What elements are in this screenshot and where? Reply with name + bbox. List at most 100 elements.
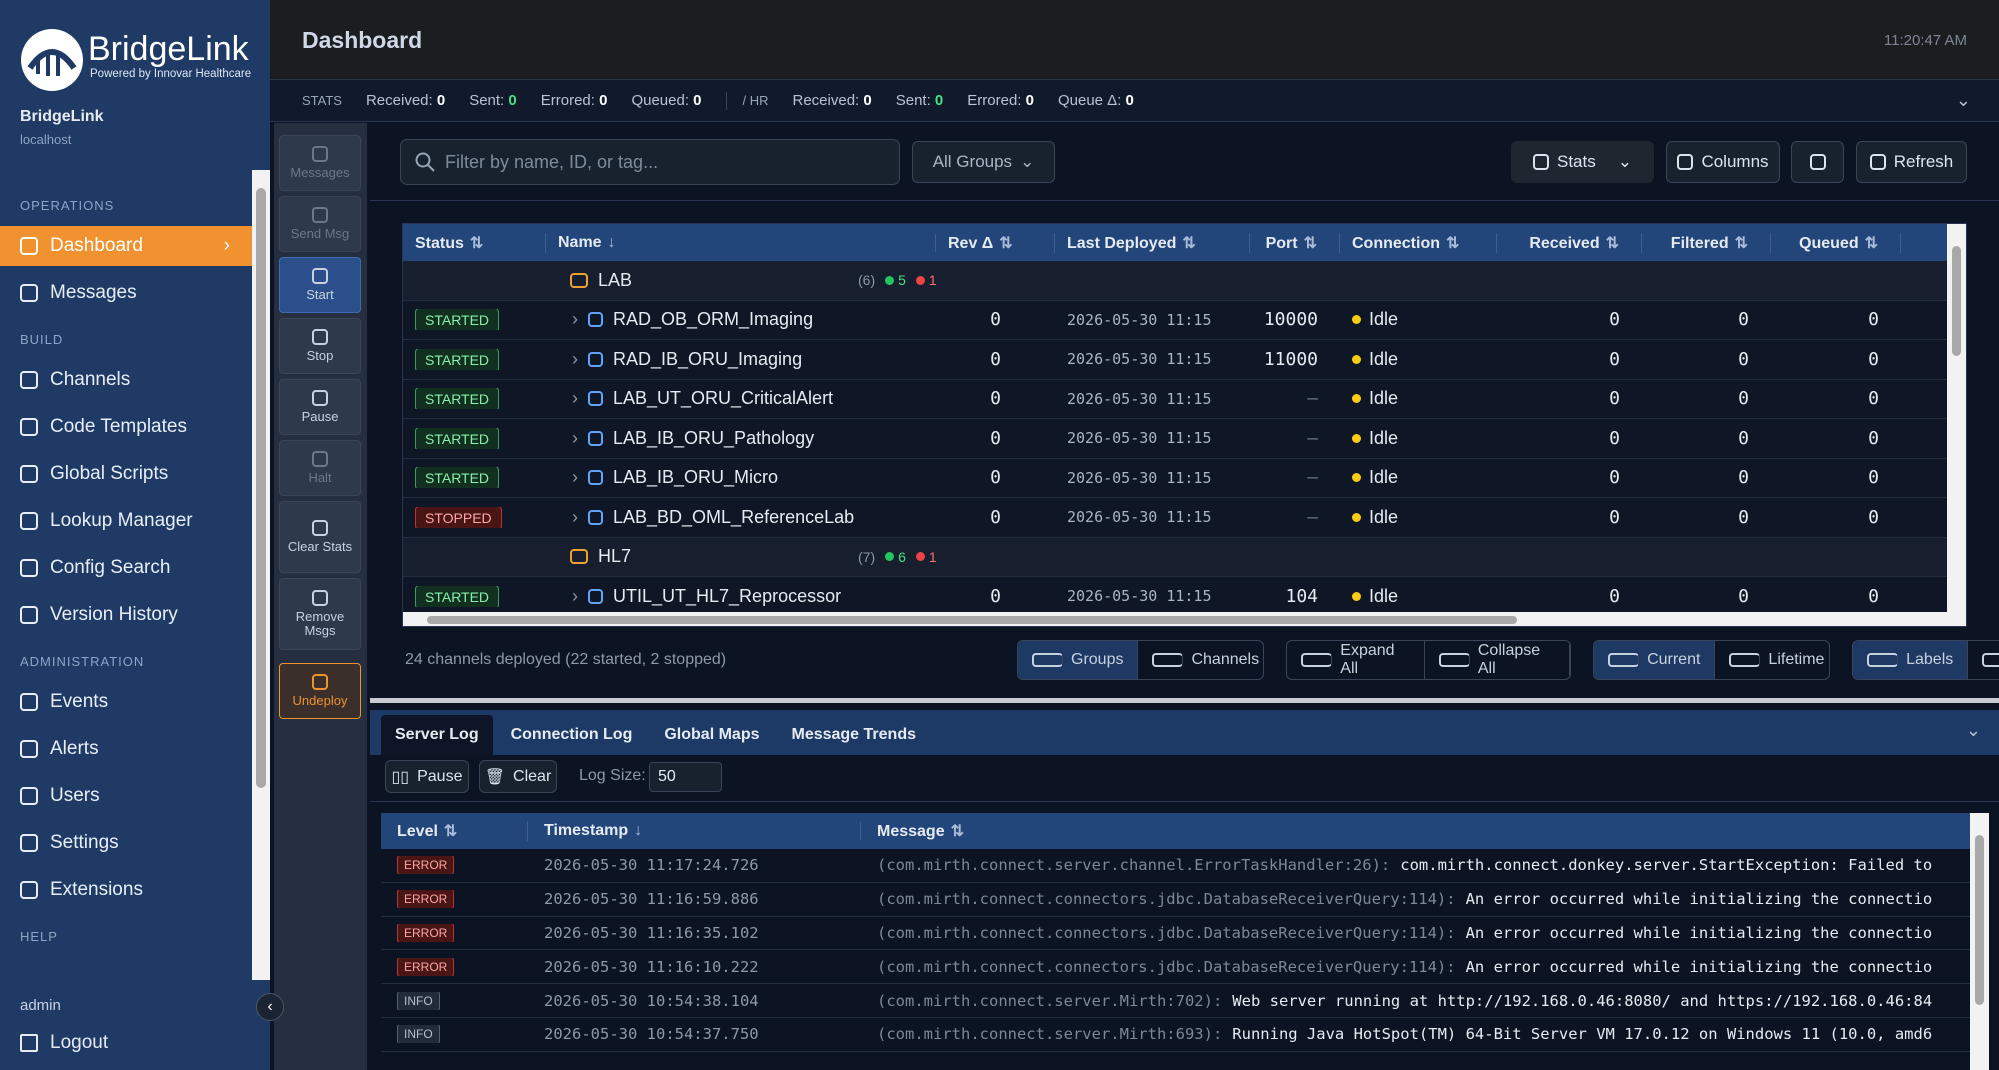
column-header[interactable]: Port ⇅ [1250, 232, 1340, 253]
column-header[interactable]: Last Deployed ⇅ [1055, 232, 1250, 253]
log-clear[interactable]: 🗑 Clear [479, 760, 557, 793]
log-column[interactable]: Message ⇅ [861, 821, 1970, 841]
nav-label[interactable]: Extensions [50, 879, 143, 900]
toggle-label[interactable]: Labels [1906, 651, 1954, 668]
column-header[interactable]: Received ⇅ [1497, 232, 1642, 253]
action-label[interactable]: Stats [1557, 152, 1596, 171]
toggle[interactable]: Channels [1138, 641, 1263, 679]
toolbar-label[interactable]: Start [306, 286, 334, 302]
toolbar-button[interactable]: Undeploy [279, 663, 361, 719]
toolbar-label[interactable]: Remove Msgs [295, 608, 345, 638]
toolbar-label[interactable]: Clear Stats [287, 538, 353, 554]
nav-label[interactable]: Channels [50, 369, 131, 390]
filter-input[interactable]: Filter by name, ID, or tag... [400, 139, 900, 185]
nav-label[interactable]: Lookup Manager [50, 510, 193, 531]
collapse-button[interactable]: ‹ [256, 993, 284, 1021]
log-pause-label[interactable]: Pause [417, 767, 463, 785]
toggle[interactable]: Labels [1853, 641, 1969, 679]
toolbar-button[interactable]: Start [279, 257, 361, 313]
nav-item[interactable]: Channels [0, 360, 252, 400]
download-button[interactable] [1791, 141, 1844, 183]
toolbar-button[interactable]: Pause [279, 379, 361, 435]
groups-select[interactable]: All Groups ⌄ [912, 141, 1055, 183]
nav-item[interactable]: Config Search [0, 548, 252, 588]
action-button[interactable]: Stats ⌄ [1511, 141, 1654, 183]
toolbar-button[interactable]: Remove Msgs [279, 578, 361, 650]
toggle-label[interactable]: Expand All [1340, 642, 1395, 677]
action-label[interactable]: Refresh [1893, 152, 1954, 171]
toolbar-label[interactable]: Pause [301, 408, 339, 424]
nav-label[interactable]: Code Templates [50, 416, 187, 437]
nav-label[interactable]: Settings [50, 832, 119, 853]
toggle[interactable]: Collapse All [1425, 641, 1571, 679]
log-level: ERROR [381, 957, 528, 976]
toolbar-label[interactable]: Undeploy [292, 692, 348, 708]
action-button[interactable]: Refresh [1856, 141, 1967, 183]
column-header[interactable]: Connection ⇅ [1340, 232, 1497, 253]
nav-label[interactable]: Alerts [50, 738, 99, 759]
nav-item[interactable]: Code Templates [0, 407, 252, 447]
toggle[interactable]: Dots [1968, 641, 1999, 679]
nav-item[interactable]: Extensions [0, 870, 252, 910]
section-title: OPERATIONS [20, 198, 115, 213]
toolbar-button[interactable]: Clear Stats [279, 501, 361, 573]
log-tab[interactable]: Server Log [381, 715, 493, 755]
cell-port: — [1250, 467, 1340, 488]
level-badge: INFO [397, 991, 440, 1010]
toggle[interactable]: Expand All [1287, 641, 1425, 679]
action-label[interactable]: Columns [1701, 152, 1769, 171]
splitter[interactable] [370, 698, 1999, 703]
log-pause[interactable]: ▯▯ Pause [385, 760, 469, 793]
log-column[interactable]: Timestamp ↓ [528, 822, 861, 840]
cell-queued: 0 [1771, 388, 1901, 409]
toggle-label[interactable]: Collapse All [1477, 642, 1541, 677]
column-header[interactable]: Filtered ⇅ [1642, 232, 1771, 253]
log-message: (com.mirth.connect.connectors.jdbc.Datab… [861, 924, 1970, 942]
nav-label[interactable]: Dashboard [50, 235, 143, 256]
nav-item[interactable]: Events [0, 682, 252, 722]
nav-item[interactable]: Version History [0, 595, 252, 635]
cell-received: 0 [1497, 507, 1642, 528]
log-tab[interactable]: Global Maps [664, 726, 760, 743]
toolbar-label[interactable]: Send Msg [290, 225, 350, 241]
nav-item[interactable]: Users [0, 776, 252, 816]
nav-label[interactable]: Messages [50, 282, 137, 303]
log-column[interactable]: Level ⇅ [381, 821, 528, 841]
nav-item[interactable]: Global Scripts [0, 454, 252, 494]
log-tab[interactable]: Message Trends [791, 726, 916, 743]
toggle[interactable]: Groups [1018, 641, 1139, 679]
toggle-label[interactable]: Current [1647, 651, 1701, 668]
nav-item[interactable]: Settings [0, 823, 252, 863]
toggle-label[interactable]: Lifetime [1768, 651, 1825, 668]
nav-label[interactable]: Version History [50, 604, 178, 625]
nav-item[interactable]: Alerts [0, 729, 252, 769]
toggle[interactable]: Current [1594, 641, 1716, 679]
nav-label[interactable]: Config Search [50, 557, 171, 578]
nav-item[interactable]: Dashboard › [0, 226, 252, 266]
nav-label[interactable]: Global Scripts [50, 463, 169, 484]
column-header[interactable]: Rev Δ ⇅ [936, 232, 1055, 253]
column-header[interactable]: Status ⇅ [403, 232, 546, 253]
log-size-input[interactable]: 50 [649, 762, 722, 792]
nav-label[interactable]: Users [50, 785, 100, 806]
logout[interactable]: Logout [20, 1032, 108, 1054]
log-tab[interactable]: Connection Log [510, 726, 633, 743]
toggle-label[interactable]: Groups [1071, 651, 1124, 668]
column-header[interactable]: Queued ⇅ [1771, 232, 1901, 253]
toolbar-label[interactable]: Stop [306, 347, 334, 363]
nav-label[interactable]: Events [50, 691, 109, 712]
nav-item[interactable]: Messages [0, 273, 252, 313]
log-clear-label[interactable]: Clear [513, 767, 552, 785]
cell-filtered: 0 [1642, 388, 1771, 409]
toolbar-label[interactable]: Halt [308, 469, 332, 485]
nav-item[interactable]: Lookup Manager [0, 501, 252, 541]
logout-label[interactable]: Logout [50, 1032, 109, 1053]
toggle[interactable]: Lifetime [1715, 641, 1829, 679]
started-count: 6 [898, 548, 906, 565]
toolbar-label[interactable]: Messages [290, 164, 350, 180]
column-header[interactable]: Name ↓ [546, 233, 936, 252]
action-button[interactable]: Columns [1666, 141, 1780, 183]
cell-queued: 0 [1771, 428, 1901, 449]
toggle-label[interactable]: Channels [1191, 651, 1260, 668]
toolbar-button[interactable]: Stop [279, 318, 361, 374]
